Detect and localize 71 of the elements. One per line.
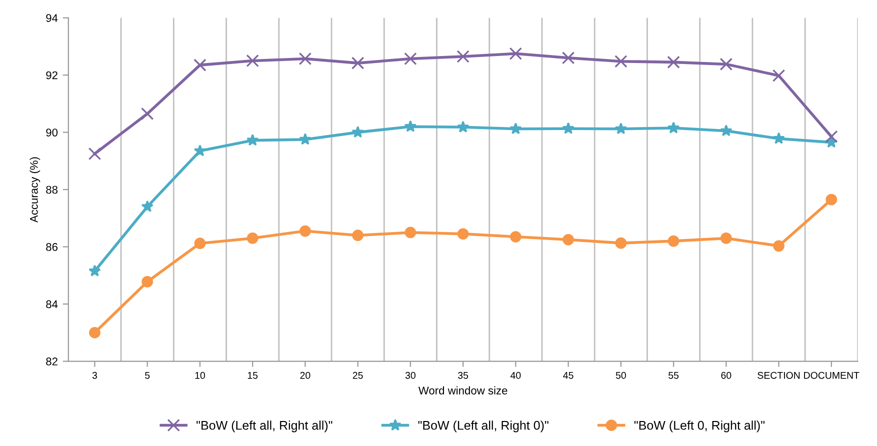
point <box>404 52 417 66</box>
x-tick-label: 35 <box>458 372 468 379</box>
point <box>352 126 364 138</box>
point <box>772 69 786 82</box>
x-tick-label: 60 <box>721 372 732 379</box>
point <box>720 232 732 244</box>
point <box>772 132 785 144</box>
point <box>300 225 311 237</box>
point <box>509 47 522 60</box>
x-tick-label: 25 <box>352 372 363 379</box>
point <box>614 54 628 68</box>
point <box>246 232 258 244</box>
point <box>88 264 101 276</box>
x-tick-label: SECTION <box>758 372 800 379</box>
y-tick-label: 82 <box>46 358 58 366</box>
point <box>826 194 838 206</box>
point <box>142 276 154 288</box>
point <box>562 234 574 246</box>
point <box>562 52 575 64</box>
x-tick-label: DOCUMENT <box>804 372 860 379</box>
point <box>194 238 206 250</box>
x-tick-label: 45 <box>563 372 574 379</box>
point <box>89 326 100 338</box>
legend-label: "BoW (Left 0, Right all)" <box>634 420 765 432</box>
y-tick-label: 92 <box>46 71 58 80</box>
point <box>299 133 312 145</box>
point <box>457 228 469 240</box>
point <box>456 120 470 132</box>
point <box>194 58 206 72</box>
point <box>298 52 312 66</box>
point <box>456 50 470 63</box>
y-tick-label: 94 <box>46 14 58 22</box>
y-axis-title: Accuracy (%) <box>30 157 40 223</box>
y-tick-label: 84 <box>46 300 58 308</box>
legend-label: "BoW (Left all, Right 0)" <box>418 420 548 432</box>
x-axis-title: Word window size <box>418 386 508 394</box>
point <box>246 54 259 68</box>
point <box>667 122 680 134</box>
point <box>404 120 417 132</box>
x-tick-label: 15 <box>248 372 258 379</box>
point <box>615 237 627 249</box>
point <box>194 144 206 156</box>
y-tick-label: 86 <box>46 243 58 251</box>
x-tick-label: 20 <box>300 372 310 379</box>
x-tick-label: 30 <box>405 372 416 379</box>
point <box>667 56 680 69</box>
point <box>562 122 574 134</box>
point <box>404 226 416 238</box>
point <box>351 56 364 70</box>
point <box>141 200 154 212</box>
point <box>720 58 733 71</box>
point <box>352 230 364 242</box>
legend-label: "BoW (Left all, Right all)" <box>196 420 332 432</box>
x-tick-label: 40 <box>510 372 521 379</box>
point <box>614 122 628 134</box>
y-tick-label: 88 <box>46 186 58 194</box>
point <box>510 231 522 242</box>
x-tick-label: 10 <box>195 372 205 379</box>
x-tick-label: 55 <box>668 372 679 379</box>
point <box>140 107 154 120</box>
point <box>246 134 259 146</box>
x-tick-label: 3 <box>92 372 97 379</box>
y-tick-label: 90 <box>46 128 58 136</box>
x-tick-label: 50 <box>616 372 626 379</box>
point <box>510 122 522 134</box>
point <box>668 235 680 247</box>
point <box>88 147 102 160</box>
point <box>773 240 784 252</box>
point <box>720 124 732 136</box>
point <box>825 130 838 143</box>
x-tick-label: 5 <box>145 372 150 379</box>
